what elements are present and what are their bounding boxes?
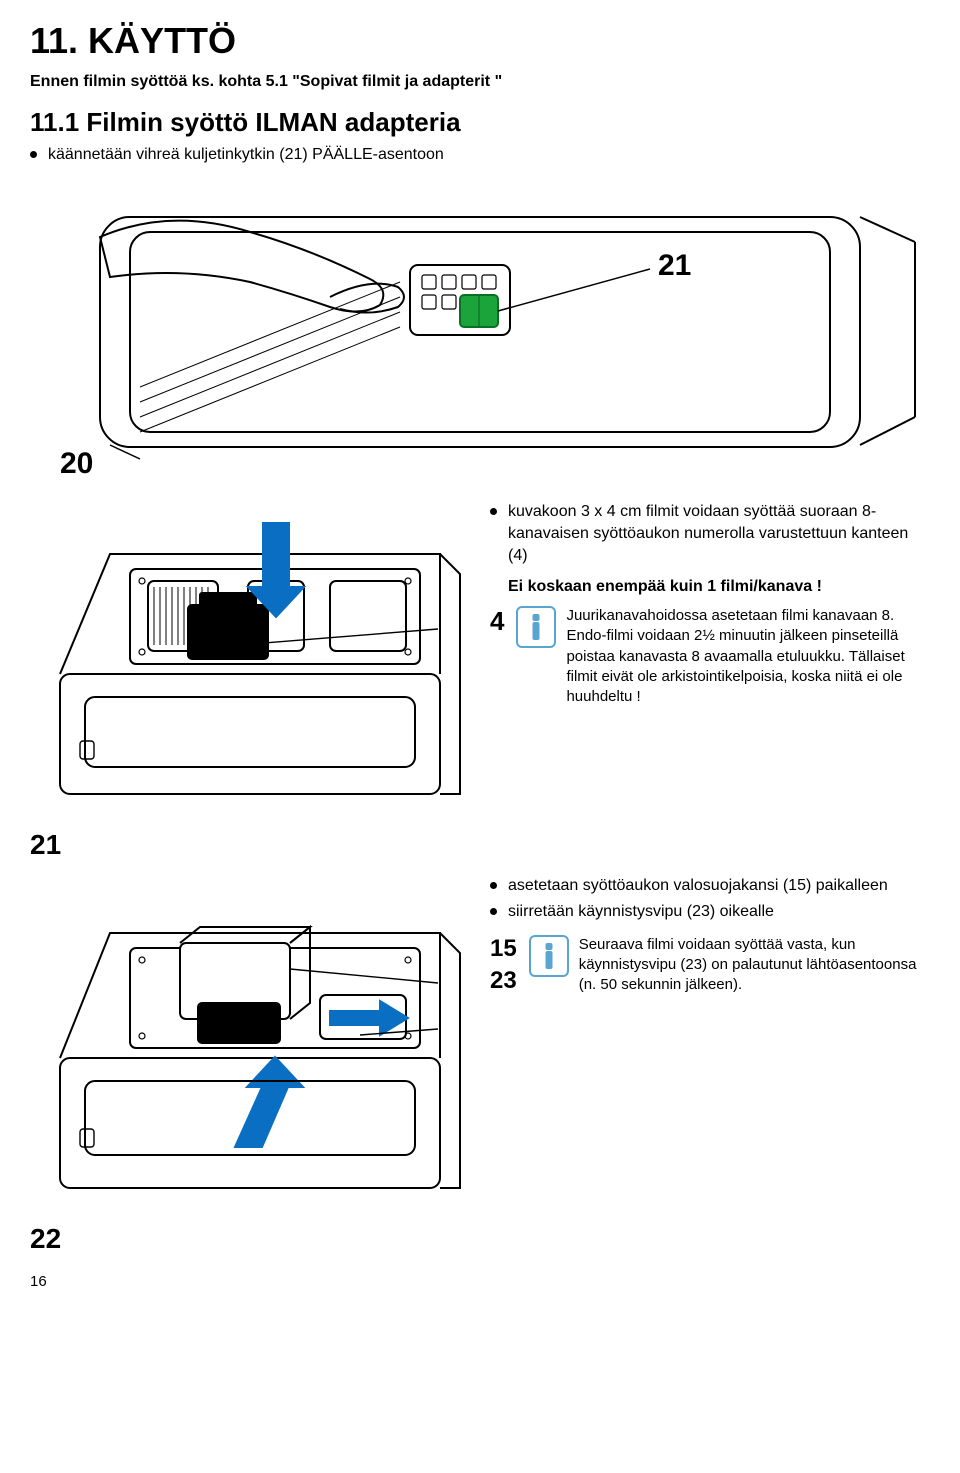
panel-2-info-text: Juurikanavahoidossa asetetaan filmi kana… [566, 606, 930, 707]
intro-text: Ennen filmin syöttöä ks. kohta 5.1 "Sopi… [30, 72, 930, 93]
bullet-item: asetetaan syöttöaukon valosuojakansi (15… [490, 875, 930, 897]
callout-15: 15 [490, 935, 517, 963]
panel-3-info-text: Seuraava filmi voidaan syöttää vasta, ku… [579, 935, 930, 996]
bullet-item: siirretään käynnistysvipu (23) oikealle [490, 901, 930, 923]
diagram-panel-1: 20 21 [30, 177, 930, 477]
callout-21: 21 [658, 249, 691, 282]
bullet-item: kuvakoon 3 x 4 cm filmit voidaan syöttää… [490, 501, 930, 566]
diagram-panel-2 [30, 499, 470, 809]
section-11-1-heading: 11.1 Filmin syöttö ILMAN adapteria [30, 107, 930, 138]
panel-2-bold-line: Ei koskaan enempää kuin 1 filmi/kanava ! [508, 578, 930, 596]
step-number-22: 22 [30, 1223, 930, 1255]
page-title: 11. KÄYTTÖ [30, 20, 930, 62]
panel-3-bullets: asetetaan syöttöaukon valosuojakansi (15… [490, 875, 930, 922]
callout-20: 20 [60, 447, 93, 477]
bullet-item: käännetään vihreä kuljetinkytkin (21) PÄ… [30, 144, 930, 166]
info-icon [529, 935, 569, 977]
callout-23: 23 [490, 967, 517, 995]
diagram-panel-3 [30, 873, 470, 1203]
section-11-1-bullets: käännetään vihreä kuljetinkytkin (21) PÄ… [30, 144, 930, 166]
page-number: 16 [30, 1273, 930, 1290]
info-icon [516, 606, 556, 648]
callout-4: 4 [490, 606, 504, 637]
panel-2-bullets: kuvakoon 3 x 4 cm filmit voidaan syöttää… [490, 501, 930, 566]
step-number-21: 21 [30, 829, 930, 861]
